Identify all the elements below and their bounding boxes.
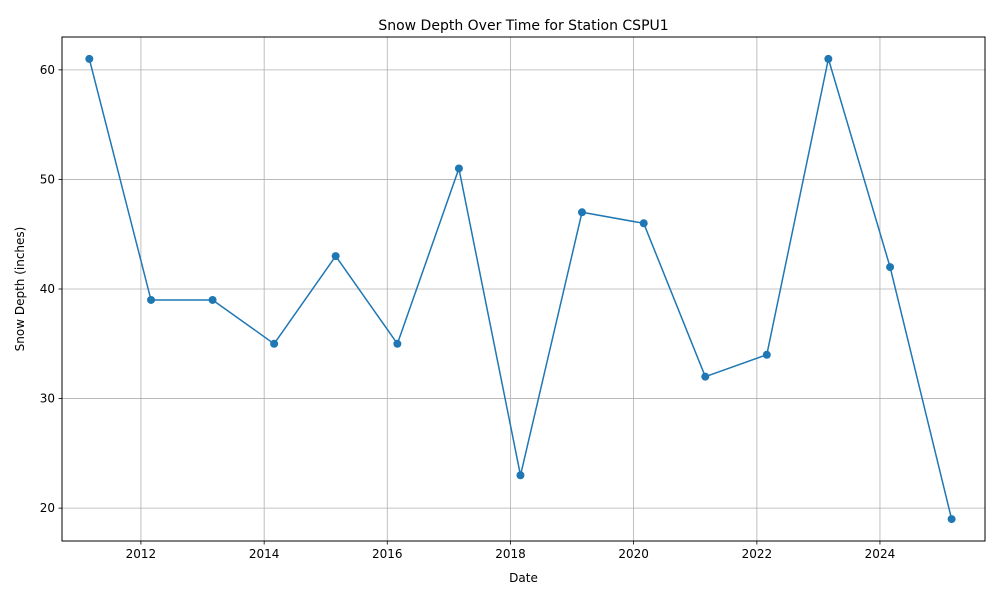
y-tick-label: 30 xyxy=(40,392,55,406)
y-tick-label: 60 xyxy=(40,63,55,77)
x-tick-label: 2018 xyxy=(495,547,526,561)
x-tick-label: 2012 xyxy=(126,547,157,561)
x-tick-label: 2022 xyxy=(742,547,773,561)
x-axis-label: Date xyxy=(509,571,538,585)
data-point xyxy=(578,208,587,217)
y-axis-label: Snow Depth (inches) xyxy=(13,227,27,352)
x-tick-label: 2016 xyxy=(372,547,403,561)
data-point xyxy=(947,515,956,524)
data-point xyxy=(762,350,771,359)
data-point xyxy=(208,295,217,304)
data-point xyxy=(639,219,648,228)
ticks: 2012 2014 2016 2018 2020 2022 2024 20 30 40 50 60 xyxy=(40,63,896,561)
data-point xyxy=(454,164,463,173)
chart-title: Snow Depth Over Time for Station CSPU1 xyxy=(378,18,668,34)
x-tick-label: 2014 xyxy=(249,547,280,561)
data-point xyxy=(393,339,402,348)
data-point xyxy=(147,295,156,304)
x-tick-label: 2024 xyxy=(865,547,896,561)
data-point xyxy=(886,263,895,272)
grid xyxy=(62,37,985,541)
data-point xyxy=(270,339,279,348)
data-point xyxy=(824,54,833,63)
y-tick-label: 40 xyxy=(40,282,55,296)
y-tick-label: 20 xyxy=(40,501,55,515)
y-tick-label: 50 xyxy=(40,172,55,186)
series-layer xyxy=(85,54,956,524)
data-point xyxy=(701,372,710,381)
data-point xyxy=(85,54,94,63)
x-tick-label: 2020 xyxy=(618,547,649,561)
data-point xyxy=(331,252,340,261)
data-point xyxy=(516,471,525,480)
